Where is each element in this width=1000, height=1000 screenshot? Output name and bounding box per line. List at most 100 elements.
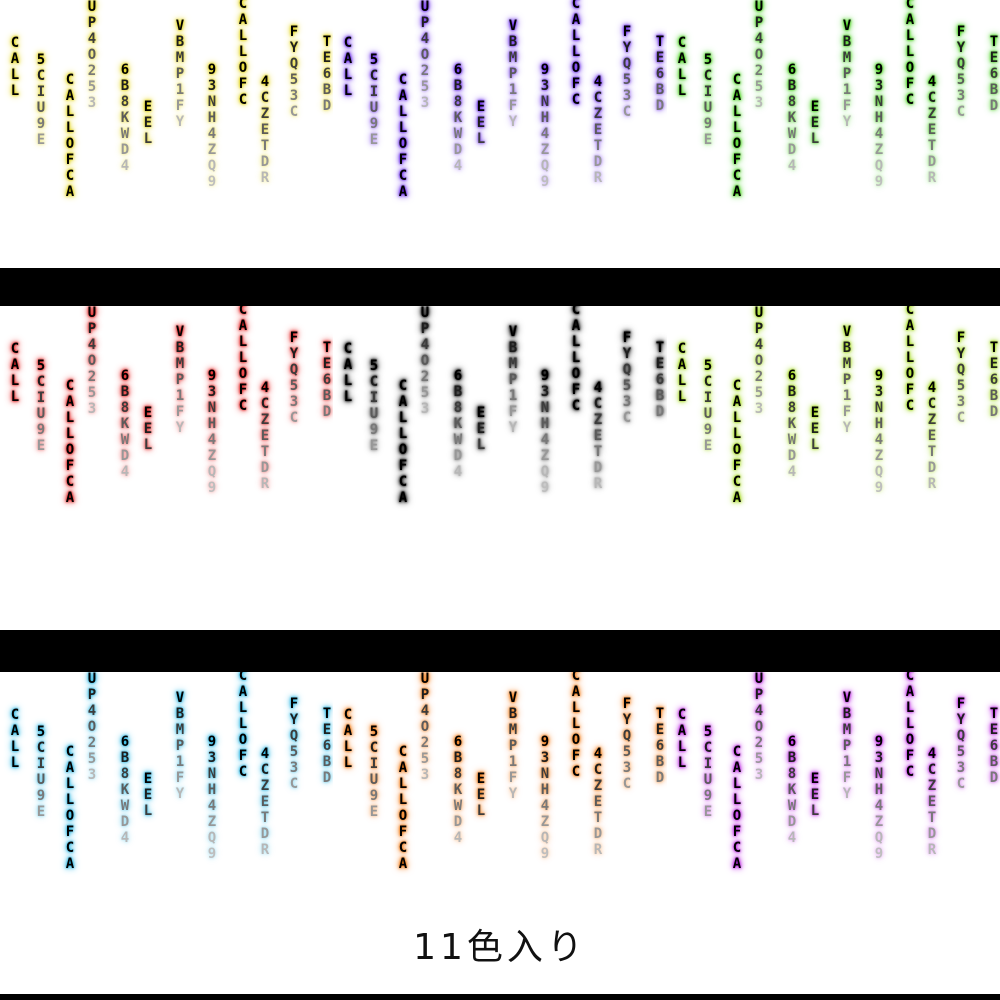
glyph: Z [927, 106, 937, 122]
glyph: D [453, 448, 463, 464]
glyph: E [476, 99, 486, 115]
glyph: B [655, 754, 665, 770]
glyph: K [787, 110, 797, 126]
glyph: A [677, 51, 687, 67]
glyph: Y [842, 114, 852, 130]
glyph: 9 [540, 62, 550, 78]
glyph: C [905, 306, 915, 318]
glyph: L [476, 803, 486, 819]
glyph: T [927, 810, 937, 826]
glyph: Z [207, 142, 217, 158]
glyph: B [787, 78, 797, 94]
glyph: 2 [87, 369, 97, 385]
glyph: 9 [36, 116, 46, 132]
glyph: P [175, 372, 185, 388]
glyph: C [369, 374, 379, 390]
glyph: 3 [754, 767, 764, 783]
glyph: B [508, 340, 518, 356]
glyph: 5 [703, 724, 713, 740]
glyph: L [143, 437, 153, 453]
glyph: A [398, 184, 408, 200]
glyph: D [787, 142, 797, 158]
glyph: E [927, 794, 937, 810]
glyph: F [905, 76, 915, 92]
glyph: L [732, 426, 742, 442]
glyph: 5 [622, 378, 632, 394]
glyph: V [508, 324, 518, 340]
glyph: C [571, 0, 581, 12]
glyph: C [238, 398, 248, 414]
glyph: 5 [622, 744, 632, 760]
glyph: C [927, 762, 937, 778]
glyph: 9 [207, 174, 217, 190]
glyph: A [238, 12, 248, 28]
glyph: F [571, 748, 581, 764]
glyph: F [238, 382, 248, 398]
glyph: D [120, 814, 130, 830]
glyph: F [508, 98, 518, 114]
glyph: V [508, 690, 518, 706]
glyph: E [810, 787, 820, 803]
glyph: C [398, 378, 408, 394]
glyph: 5 [754, 385, 764, 401]
glyph: D [787, 448, 797, 464]
glyph: Z [874, 448, 884, 464]
glyph: L [677, 373, 687, 389]
glyph: 4 [420, 337, 430, 353]
glyph: 9 [874, 368, 884, 384]
glyph: T [260, 138, 270, 154]
glyph: I [703, 756, 713, 772]
glyph: E [810, 115, 820, 131]
glyph: O [238, 732, 248, 748]
glyph: L [732, 792, 742, 808]
glyph: C [260, 762, 270, 778]
glyph: Q [874, 158, 884, 174]
glyph: B [989, 754, 999, 770]
glyph: T [927, 138, 937, 154]
glyph: 3 [622, 760, 632, 776]
glyph: A [732, 856, 742, 872]
glyph: 3 [754, 95, 764, 111]
glyph: D [120, 142, 130, 158]
glyph: 9 [874, 480, 884, 496]
glyph: P [508, 738, 518, 754]
glyph: 6 [787, 368, 797, 384]
glyph: Q [622, 362, 632, 378]
glyph: 4 [260, 380, 270, 396]
glyph: T [655, 34, 665, 50]
glyph: 5 [956, 744, 966, 760]
glyph: 9 [207, 62, 217, 78]
glyph: C [65, 72, 75, 88]
glyph: W [120, 126, 130, 142]
glyph: 1 [508, 754, 518, 770]
glyph: A [343, 357, 353, 373]
glyph: L [905, 44, 915, 60]
glyph: U [87, 0, 97, 15]
glyph: 3 [874, 750, 884, 766]
glyph: F [175, 98, 185, 114]
glyph: N [207, 766, 217, 782]
glyph: 4 [540, 126, 550, 142]
glyph: Q [956, 728, 966, 744]
glyph: F [732, 458, 742, 474]
glyph: V [842, 324, 852, 340]
glyph: A [65, 856, 75, 872]
glyph: L [398, 792, 408, 808]
glyph: C [10, 35, 20, 51]
glyph: O [238, 60, 248, 76]
glyph: B [842, 340, 852, 356]
glyph: C [593, 396, 603, 412]
glyph: A [905, 684, 915, 700]
glyph: 3 [754, 401, 764, 417]
